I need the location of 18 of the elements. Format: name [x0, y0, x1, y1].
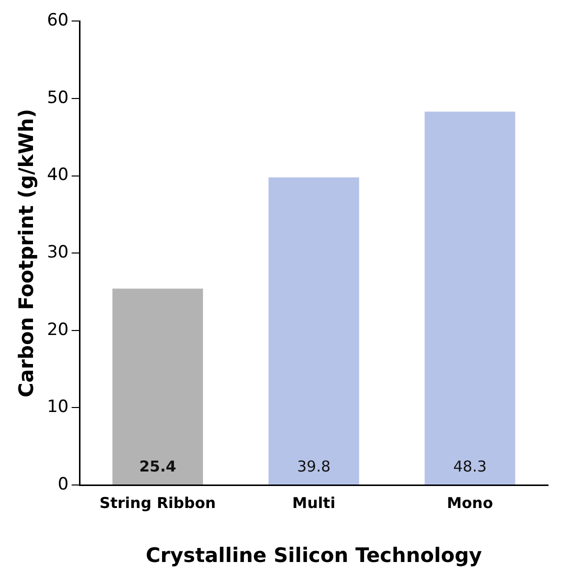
y-tick-label: 0 — [58, 474, 69, 494]
y-tick-label: 30 — [46, 242, 69, 263]
bar — [268, 177, 360, 484]
y-tick-label: 10 — [46, 397, 69, 418]
x-tick-label: String Ribbon — [100, 494, 216, 512]
data-label: 25.4 — [139, 457, 176, 476]
x-tick-label: Mono — [446, 494, 494, 512]
x-tick-label: Multi — [292, 494, 336, 512]
x-axis-title: Crystalline Silicon Technology — [146, 543, 482, 568]
data-label: 48.3 — [453, 457, 487, 476]
bar — [424, 112, 516, 484]
y-axis-title: Carbon Footprint (g/kWh) — [14, 108, 38, 398]
y-tick-label: 60 — [46, 10, 69, 31]
y-tick-label: 50 — [46, 88, 69, 108]
bar — [112, 288, 203, 484]
y-tick-label: 20 — [46, 320, 69, 340]
data-label: 39.8 — [297, 457, 331, 476]
y-tick-label: 40 — [46, 165, 69, 186]
